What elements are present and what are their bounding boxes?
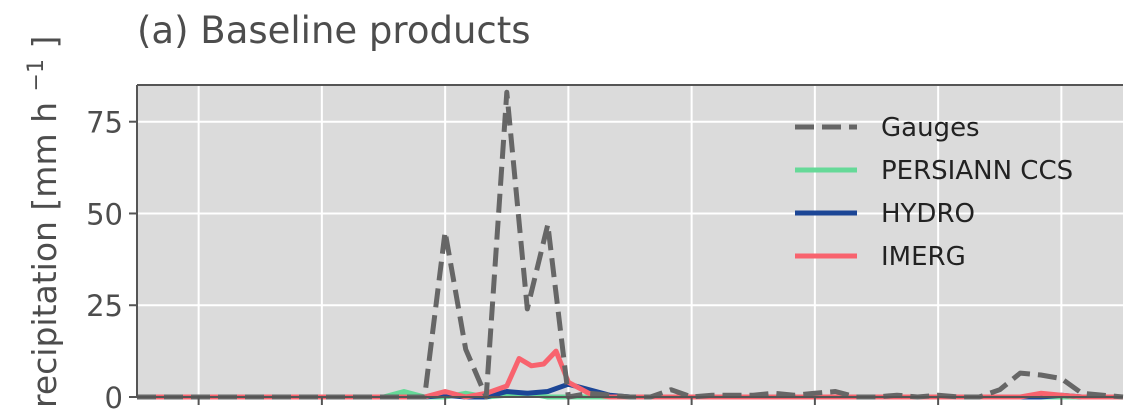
legend-label-hydro: HYDRO [881, 199, 975, 229]
chart-title: (a) Baseline products [137, 9, 531, 52]
series-line-gauges [137, 89, 1124, 400]
y-tick-label-3: 75 [86, 106, 123, 140]
y-tick-label-1: 25 [86, 289, 123, 323]
legend-label-persiann-ccs: PERSIANN CCS [881, 156, 1073, 186]
plot-area [137, 85, 1123, 397]
axis-ticks: 0 25 50 75 [86, 106, 1063, 412]
y-tick-label-2: 50 [86, 197, 123, 231]
y-axis-label-main: recipitation [mm h [25, 102, 64, 408]
legend-label-gauges: Gauges [881, 113, 980, 143]
y-axis-label-close: ] [25, 36, 64, 49]
legend-label-imerg: IMERG [881, 242, 966, 272]
y-tick-label-0: 0 [105, 381, 123, 412]
legend: Gauges PERSIANN CCS HYDRO IMERG [795, 113, 1073, 272]
y-axis-label-exponent: −1 [24, 59, 49, 91]
y-axis-label: recipitation [mm h −1 ] [12, 36, 64, 408]
